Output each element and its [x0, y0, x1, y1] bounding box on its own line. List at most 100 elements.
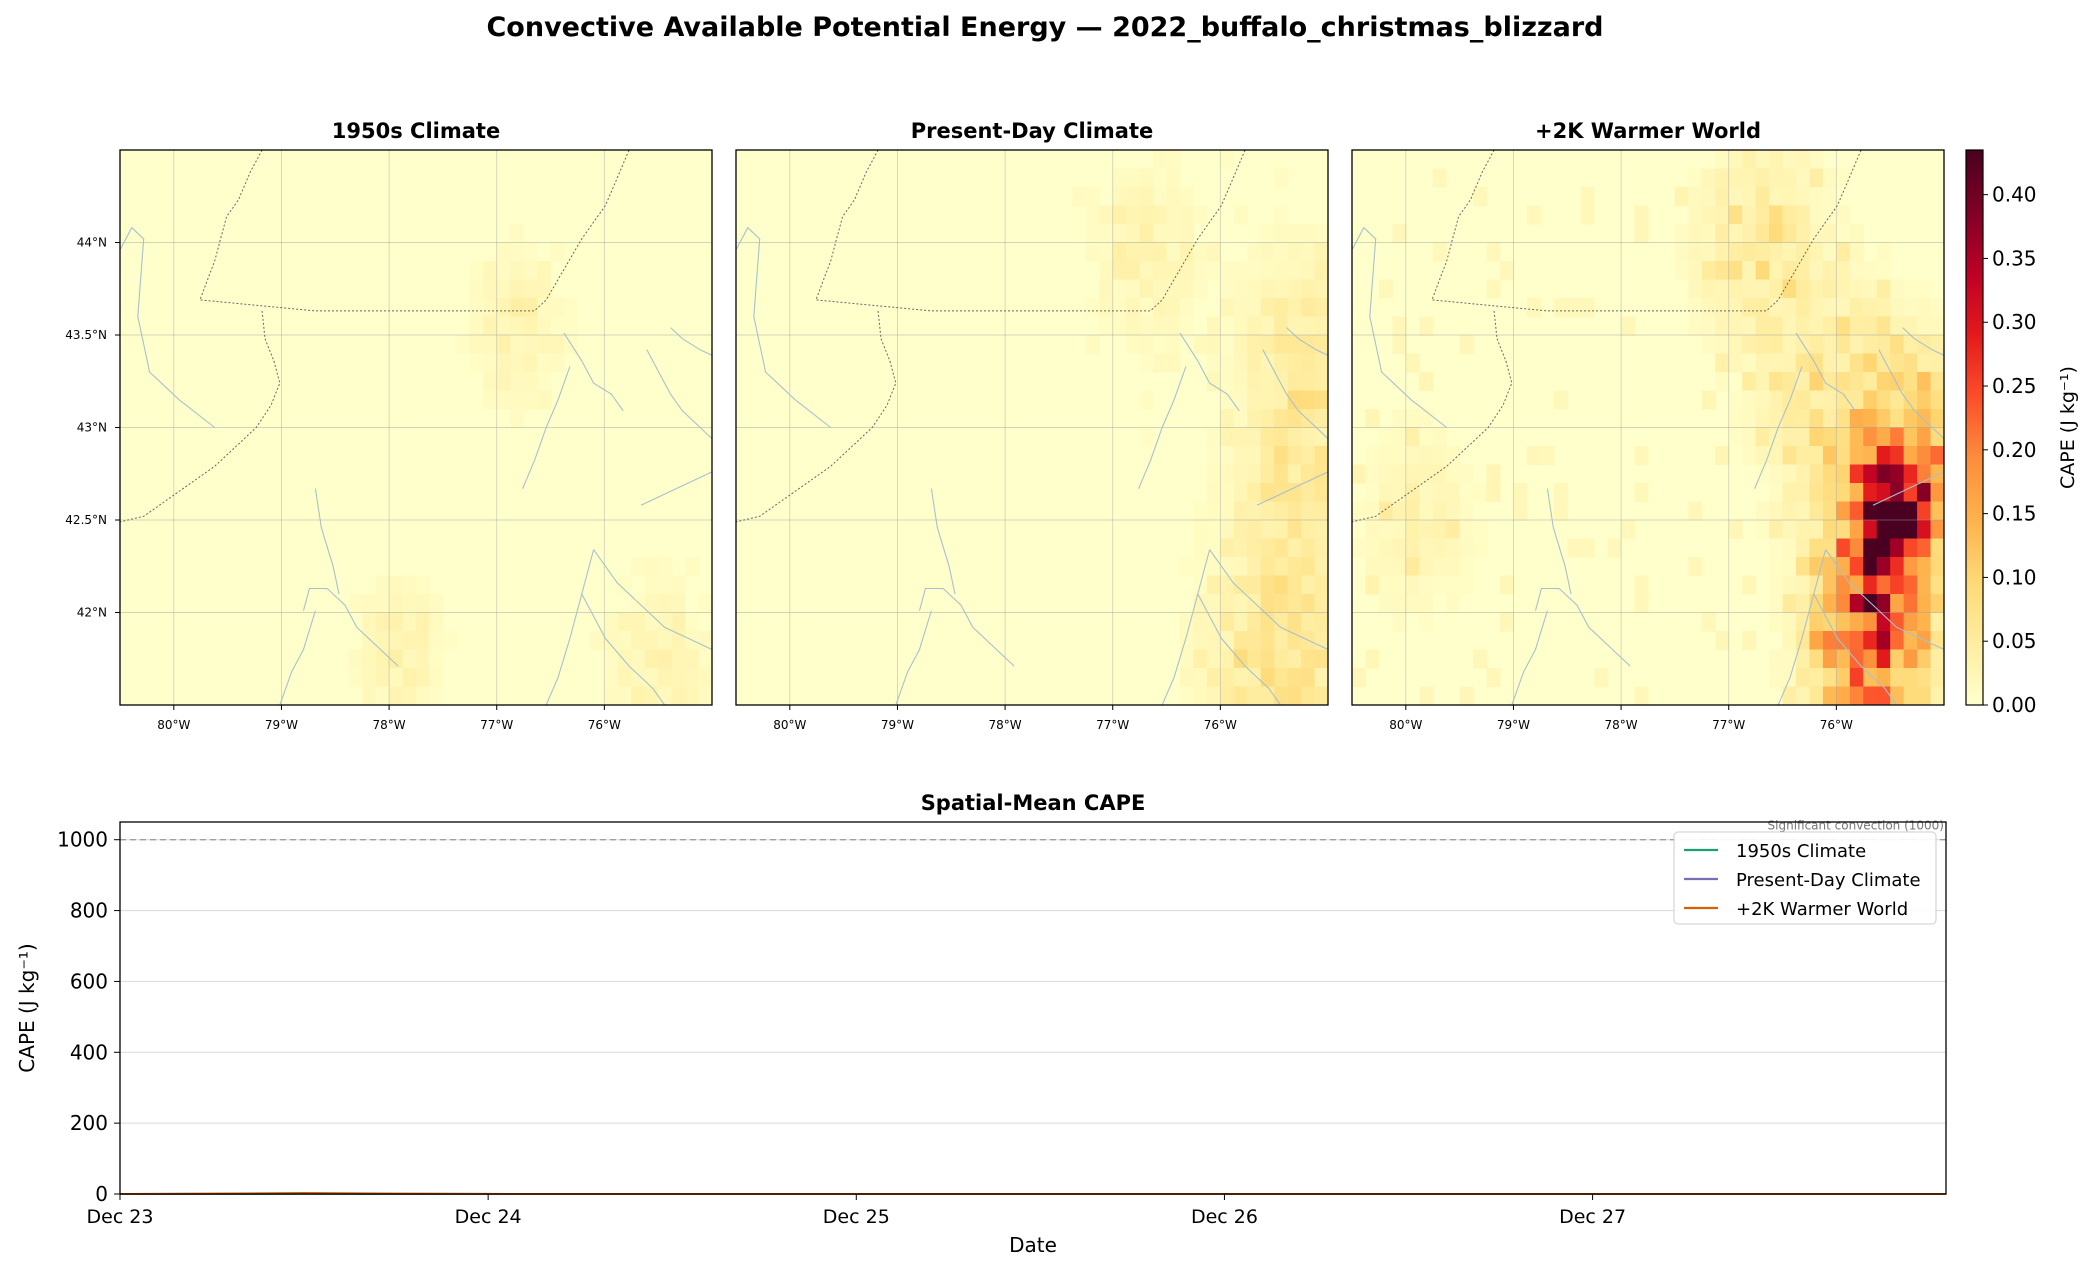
state-border-line [120, 310, 281, 523]
heatmap-cell [1314, 464, 1328, 484]
heatmap-cell [1233, 575, 1248, 595]
heatmap-cell [1782, 464, 1797, 484]
heatmap-cell [1809, 464, 1824, 484]
heatmap-cell [1260, 335, 1275, 355]
heatmap-cell [1822, 409, 1837, 429]
heatmap-cell [1715, 335, 1730, 355]
legend-label: Present-Day Climate [1736, 870, 1921, 891]
heatmap-cell [1126, 279, 1141, 299]
heatmap-cell [1890, 464, 1905, 484]
heatmap-cell [698, 631, 712, 651]
heatmap-cell [1301, 446, 1316, 466]
heatmap-cell [1930, 446, 1944, 466]
heatmap-cell [1247, 390, 1262, 410]
heatmap-cell [1365, 575, 1380, 595]
heatmap-cell [1876, 390, 1891, 410]
heatmap-cell [1247, 538, 1262, 558]
heatmap-cell [1247, 501, 1262, 521]
heatmap-cell [1233, 520, 1248, 540]
heatmap-cell [1365, 409, 1380, 429]
heatmap-cell [1287, 390, 1302, 410]
heatmap-cell [1206, 575, 1221, 595]
chart-title: Spatial-Mean CAPE [921, 791, 1146, 815]
heatmap-cell [1849, 520, 1864, 540]
heatmap-cell [1782, 372, 1797, 392]
heatmap-cell [1917, 279, 1932, 299]
heatmap-cell [1085, 298, 1100, 318]
heatmap-cell [1890, 668, 1905, 688]
heatmap-cell [1220, 279, 1235, 299]
heatmap-cell [1432, 501, 1447, 521]
heatmap-cell [1314, 316, 1328, 336]
heatmap-cell [1822, 557, 1837, 577]
heatmap-cell [1836, 224, 1851, 244]
heatmap-cell [644, 668, 659, 688]
heatmap-cell [1233, 612, 1248, 632]
heatmap-cell [1796, 501, 1811, 521]
plot-frame [119, 821, 1947, 1195]
heatmap-cell [1796, 612, 1811, 632]
heatmap-cell [1314, 557, 1328, 577]
heatmap-cell [1459, 335, 1474, 355]
heatmap-cell [631, 686, 646, 705]
heatmap-cell [1446, 538, 1461, 558]
heatmap-cell [1247, 446, 1262, 466]
heatmap-cell [1688, 501, 1703, 521]
heatmap-cell [1742, 242, 1757, 262]
heatmap-cell [1220, 520, 1235, 540]
map-gridlines [120, 150, 712, 705]
heatmap-cell [1287, 242, 1302, 262]
heatmap-cell [1809, 520, 1824, 540]
heatmap-cell [1139, 242, 1154, 262]
heatmap-cell [550, 353, 565, 373]
heatmap-cell [1247, 612, 1262, 632]
heatmap-cell [1220, 390, 1235, 410]
heatmap-cell [1112, 298, 1127, 318]
heatmap-cell [1378, 594, 1393, 614]
heatmap-cell [1153, 242, 1168, 262]
heatmap-cell [1836, 205, 1851, 225]
heatmap-cell [1486, 242, 1501, 262]
heatmap-cell [1220, 150, 1235, 170]
heatmap-cell [1405, 427, 1420, 447]
heatmap-cell [617, 686, 632, 705]
heatmap-cell [1126, 242, 1141, 262]
heatmap-cell [1836, 261, 1851, 281]
heatmap-cell [483, 261, 498, 281]
heatmap-cell [1301, 686, 1316, 705]
heatmap-cell [1220, 612, 1235, 632]
heatmap-cell [1809, 353, 1824, 373]
river-line [1872, 471, 1944, 506]
heatmap-cell [1405, 464, 1420, 484]
heatmap-cell [1903, 335, 1918, 355]
heatmap-cell [1903, 390, 1918, 410]
heatmap-cell [1459, 686, 1474, 705]
heatmap-cell [1742, 150, 1757, 170]
heatmap-cell [1728, 335, 1743, 355]
heatmap-cell [1166, 242, 1181, 262]
heatmap-cell [1287, 557, 1302, 577]
heatmap-cell [1742, 631, 1757, 651]
y-tick-label: 0 [95, 1182, 108, 1206]
heatmap-cell [1287, 668, 1302, 688]
heatmap-cell [496, 353, 511, 373]
heatmap-cell [1193, 261, 1208, 281]
heatmap-cell [1809, 538, 1824, 558]
heatmap-cell [1917, 612, 1932, 632]
heatmap-cell [1742, 261, 1757, 281]
heatmap-cell [671, 594, 686, 614]
heatmap-cell [1930, 686, 1944, 705]
heatmap-cell [1287, 446, 1302, 466]
heatmap-cell [1220, 686, 1235, 705]
map-panels: 1950s Climate 80°W 79°W 78°W 77°W 76°W 44°N 43.… [65, 119, 1945, 732]
heatmap-cell [1742, 390, 1757, 410]
heatmap-cell [1728, 353, 1743, 373]
heatmap-cell [362, 594, 377, 614]
heatmap-cell [1233, 261, 1248, 281]
heatmap-cell [469, 335, 484, 355]
heatmap-cell [1769, 242, 1784, 262]
heatmap-cell [1392, 427, 1407, 447]
heatmap-cell [375, 612, 390, 632]
heatmap-cell [1769, 594, 1784, 614]
heatmap-cell [1419, 372, 1434, 392]
